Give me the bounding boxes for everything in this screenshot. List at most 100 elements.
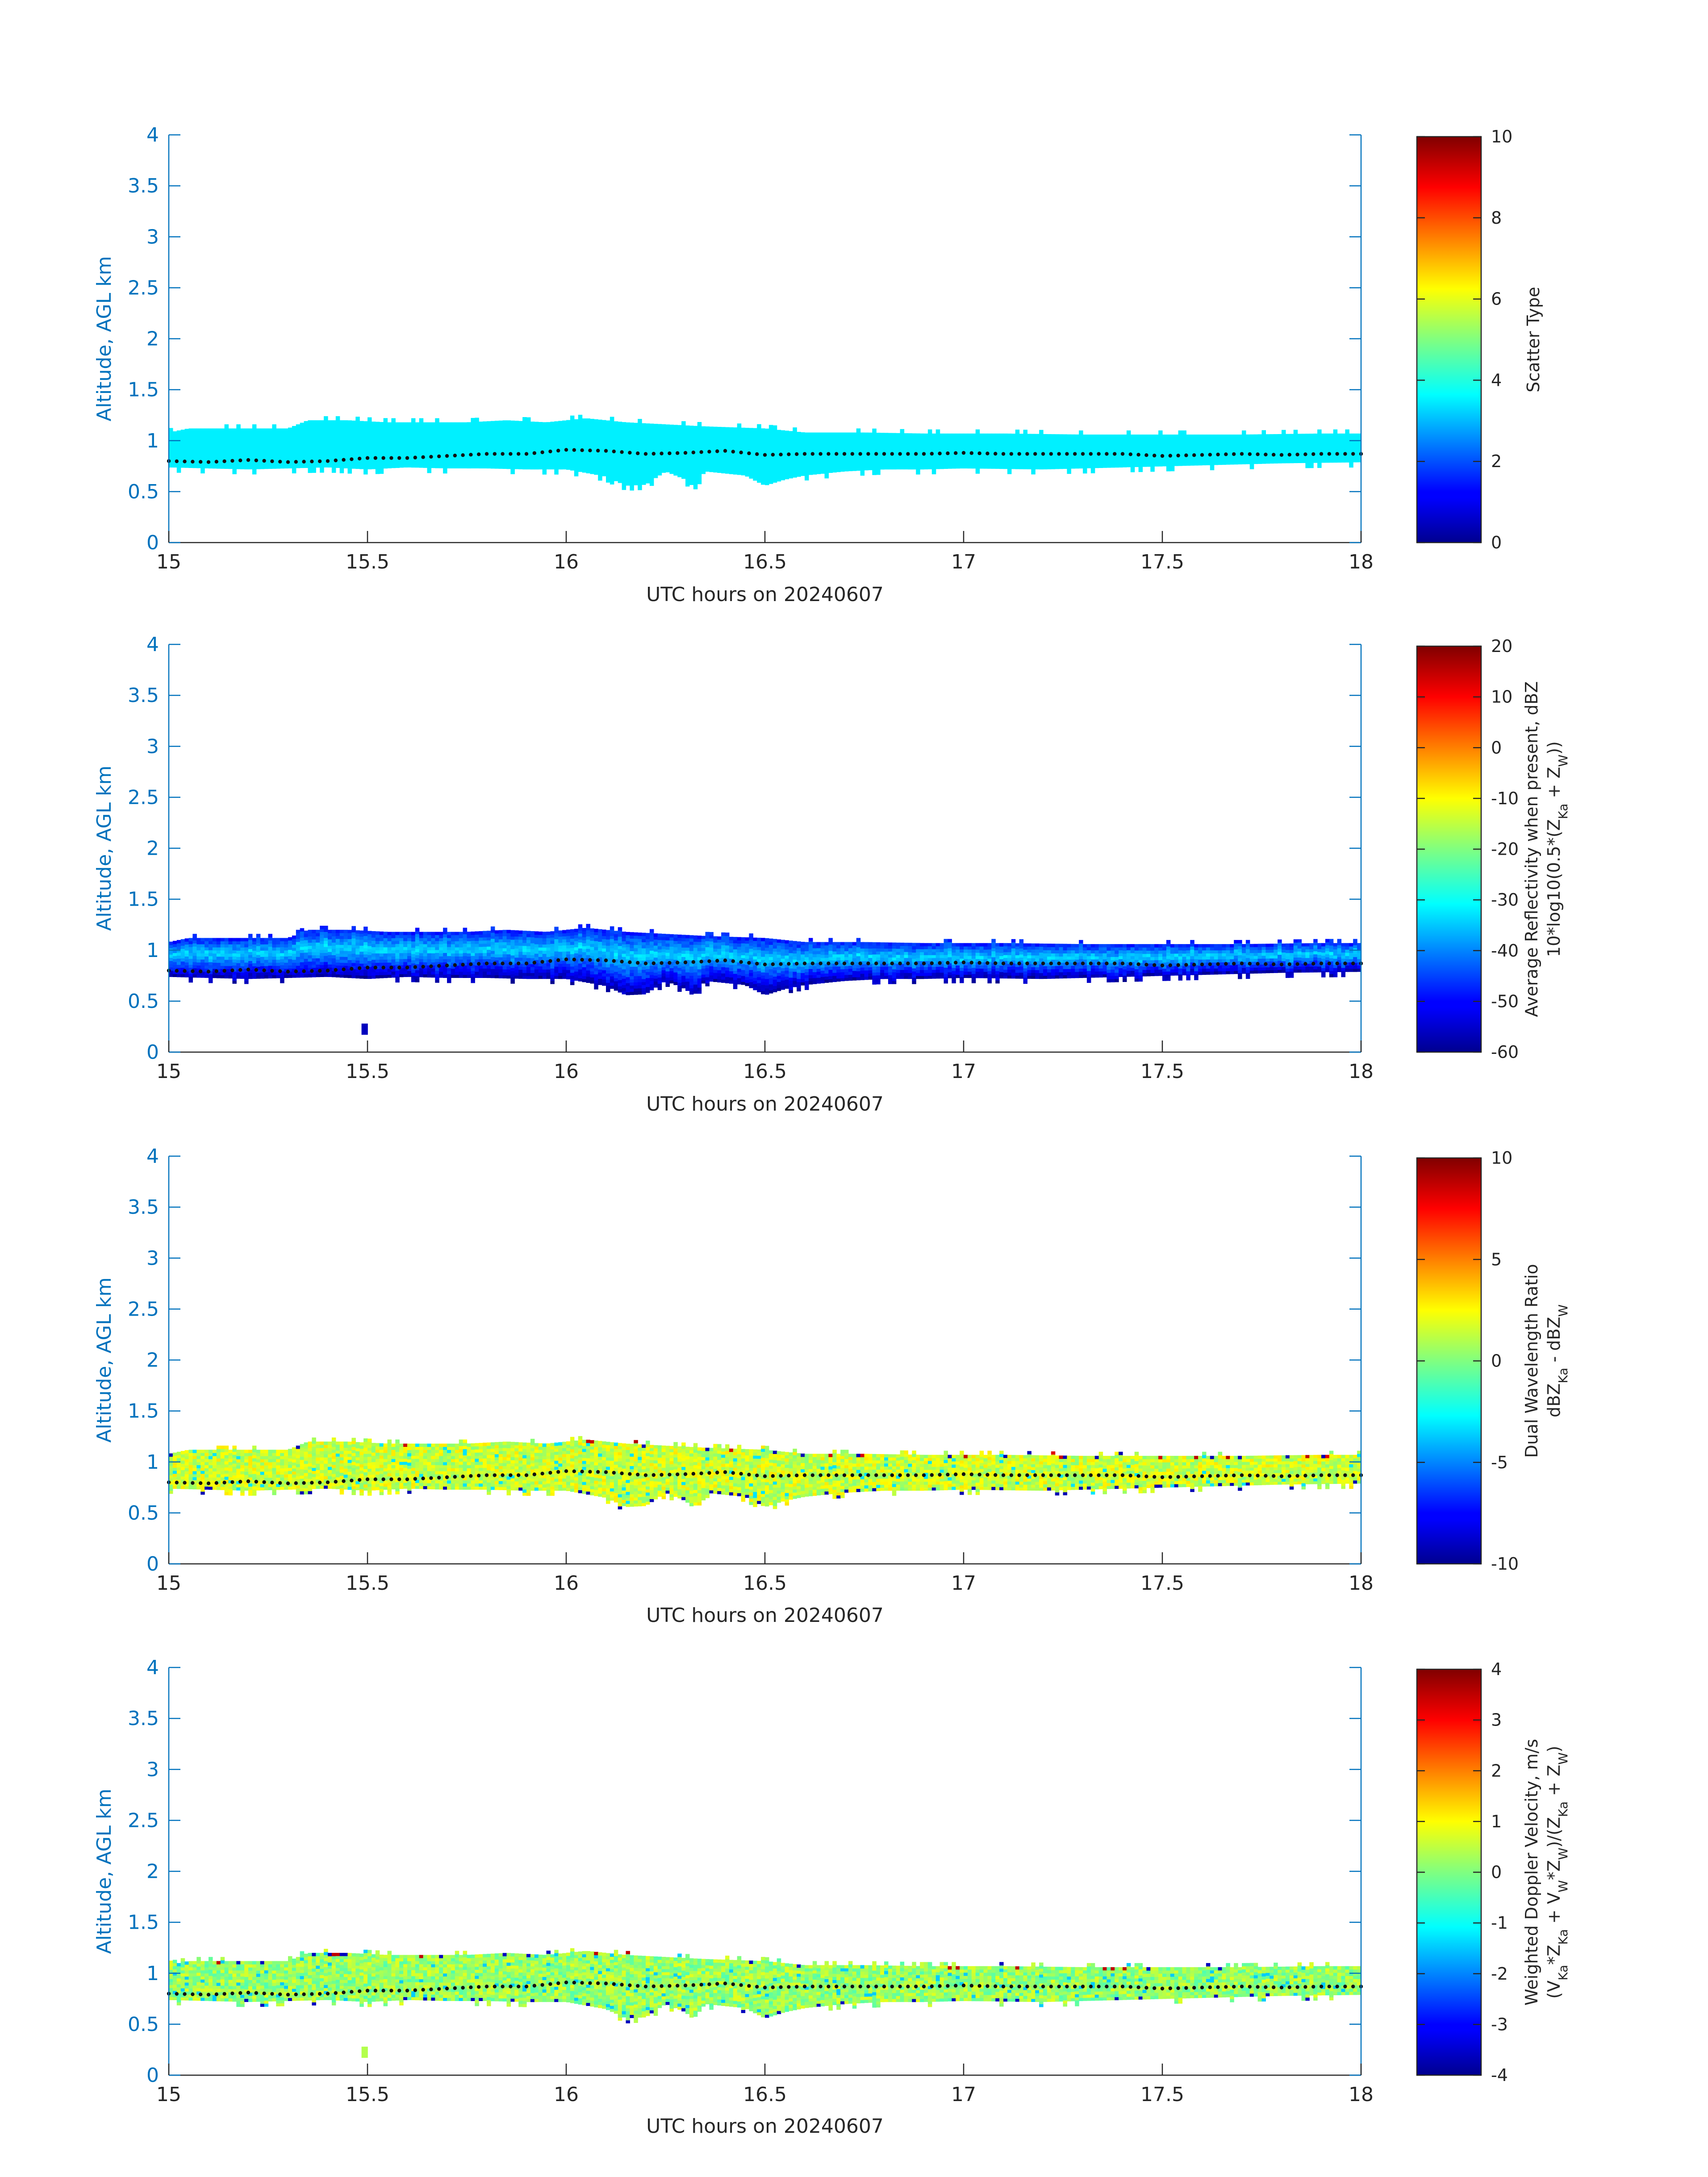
heatmap-cell [904,439,908,443]
heatmap-cell [538,444,543,447]
heatmap-cell [264,465,269,469]
heatmap-cell [634,432,638,436]
heatmap-cell [514,454,519,457]
heatmap-cell [363,430,368,434]
heatmap-cell [733,452,738,456]
heatmap-cell [1297,457,1302,460]
heatmap-cell [860,466,865,470]
heatmap-cell [1230,455,1234,459]
heatmap-cell [391,424,396,428]
heatmap-cell [657,439,662,443]
heatmap-cell [209,456,213,460]
heatmap-cell [1138,453,1143,457]
heatmap-cell [606,420,610,424]
heatmap-cell [280,431,284,435]
heatmap-cell [1083,437,1087,441]
heatmap-cell [284,437,288,441]
heatmap-cell [1023,454,1027,457]
heatmap-cell [1166,443,1171,447]
heatmap-cell [630,465,634,469]
heatmap-cell [216,975,221,978]
dotted-line-point [389,456,393,460]
heatmap-cell [236,957,241,960]
heatmap-cell [705,459,710,463]
heatmap-cell [1214,449,1219,453]
heatmap-cell [912,457,916,461]
heatmap-cell [638,437,642,441]
heatmap-cell [578,423,583,427]
heatmap-cell [1357,455,1361,460]
heatmap-cell [622,474,626,478]
heatmap-cell [1325,440,1330,443]
heatmap-cell [335,437,340,441]
heatmap-cell [419,452,424,455]
heatmap-cell [423,425,428,429]
heatmap-cell [1253,440,1258,443]
heatmap-cell [991,440,996,443]
heatmap-cell [912,460,916,464]
heatmap-cell [634,469,638,473]
heatmap-cell [196,971,201,975]
heatmap-cell [228,447,233,451]
heatmap-cell [665,460,670,464]
heatmap-cell [824,457,829,460]
heatmap-cell [351,447,356,451]
heatmap-cell [1345,444,1349,448]
heatmap-cell [200,959,205,963]
heatmap-cell [280,462,284,466]
heatmap-cell [1154,456,1159,460]
x-tick-label: 17 [951,551,976,573]
heatmap-cell [1094,435,1099,438]
heatmap-cell [244,944,249,948]
heatmap-cell [256,444,261,447]
heatmap-cell [351,423,356,427]
heatmap-cell [343,432,348,436]
heatmap-cell [1011,439,1016,443]
heatmap-cell [1333,459,1338,463]
heatmap-cell [236,442,241,446]
heatmap-cell [1349,458,1353,462]
heatmap-cell [487,446,491,450]
dotted-line-point [787,452,791,456]
heatmap-cell [948,433,952,437]
heatmap-cell [304,449,309,453]
heatmap-cell [1090,467,1095,471]
heatmap-cell [300,965,305,969]
heatmap-cell [479,455,483,460]
heatmap-cell [1090,470,1095,473]
heatmap-cell [757,458,761,461]
heatmap-cell [1293,454,1298,457]
heatmap-cell [864,464,869,468]
dotted-line-point [954,451,958,455]
heatmap-cell [312,463,316,467]
heatmap-cell [463,428,468,432]
heatmap-cell [967,443,972,447]
heatmap-cell [212,431,217,435]
heatmap-cell [463,465,468,468]
heatmap-cell [232,468,237,472]
heatmap-cell [574,428,579,432]
heatmap-cell [260,431,265,435]
heatmap-cell [1043,453,1048,457]
heatmap-cell [1158,433,1163,437]
heatmap-cell [379,440,384,444]
heatmap-cell [768,468,773,472]
heatmap-cell [626,476,630,480]
heatmap-cell [328,426,332,430]
heatmap-cell [248,949,253,952]
heatmap-cell [586,464,590,468]
heatmap-cell [1086,443,1091,447]
heatmap-cell [856,458,861,462]
heatmap-cell [200,440,205,444]
heatmap-cell [264,462,269,466]
heatmap-cell [296,941,301,945]
heatmap-cell [308,426,312,430]
heatmap-cell [773,461,777,465]
heatmap-cell [232,464,237,468]
heatmap-cell [669,446,674,450]
heatmap-cell [558,424,563,427]
heatmap-cell [188,944,193,947]
heatmap-cell [200,443,205,447]
heatmap-cell [550,424,555,428]
heatmap-cell [200,938,205,941]
